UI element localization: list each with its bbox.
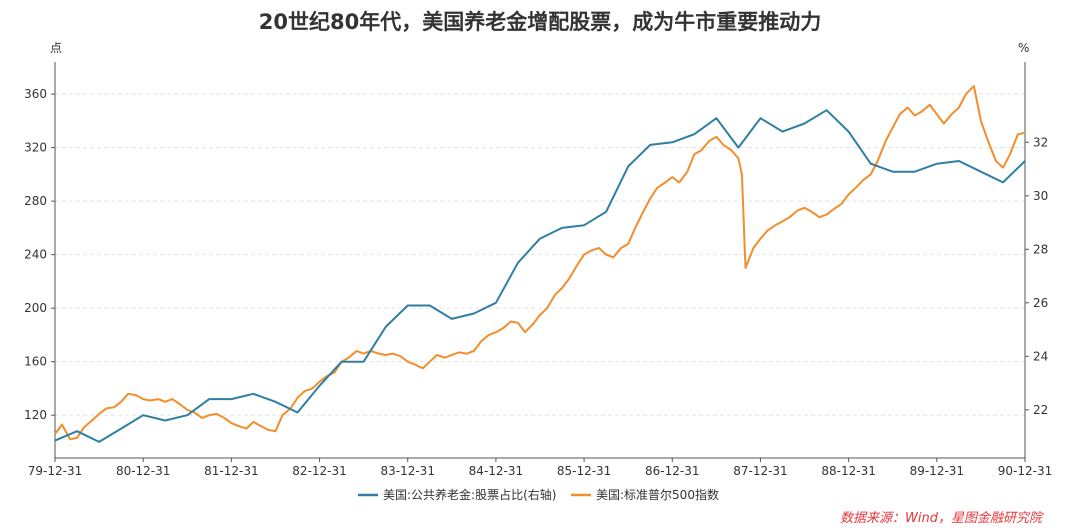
series-layer: [54, 85, 1026, 443]
right-tick-label: 24: [1033, 349, 1048, 363]
x-axis-ticks: 79-12-31 80-12-31 81-12-31 82-12-31 83-12-31…: [28, 458, 1052, 478]
right-axis-ticks: 22 24 26 28 30 32: [1025, 135, 1048, 417]
x-tick-label: 83-12-31: [380, 464, 434, 478]
x-tick-label: 85-12-31: [557, 464, 611, 478]
gridlines: [55, 93, 1025, 416]
right-tick-label: 30: [1033, 189, 1048, 203]
left-axis-unit: 点: [50, 41, 62, 55]
x-tick-label: 81-12-31: [204, 464, 258, 478]
right-tick-label: 32: [1033, 135, 1048, 149]
x-tick-label: 87-12-31: [733, 464, 787, 478]
x-tick-label: 79-12-31: [28, 464, 82, 478]
right-tick-label: 22: [1033, 403, 1048, 417]
legend-label-sp500: 美国:标准普尔500指数: [596, 487, 719, 502]
right-tick-label: 28: [1033, 242, 1048, 256]
x-tick-label: 90-12-31: [998, 464, 1052, 478]
right-tick-label: 26: [1033, 296, 1048, 310]
legend: 美国:公共养老金:股票占比(右轴) 美国:标准普尔500指数: [358, 487, 719, 502]
x-tick-label: 82-12-31: [292, 464, 346, 478]
x-tick-label: 80-12-31: [116, 464, 170, 478]
x-tick-label: 84-12-31: [469, 464, 523, 478]
series-line-pension-equity-share: [54, 109, 1026, 443]
source-note: 数据来源：Wind，星图金融研究院: [840, 511, 1042, 526]
x-tick-label: 89-12-31: [910, 464, 964, 478]
left-tick-label: 280: [24, 194, 47, 208]
chart-title: 20世纪80年代，美国养老金增配股票，成为牛市重要推动力: [258, 10, 822, 34]
series-line-sp500: [54, 85, 1026, 441]
left-tick-label: 240: [24, 248, 47, 262]
left-tick-label: 200: [24, 301, 47, 315]
x-tick-label: 86-12-31: [645, 464, 699, 478]
left-tick-label: 160: [24, 355, 47, 369]
left-axis-ticks: 120 160 200 240 280 320 360: [24, 87, 55, 422]
legend-label-pension: 美国:公共养老金:股票占比(右轴): [383, 487, 556, 502]
x-tick-label: 88-12-31: [821, 464, 875, 478]
left-tick-label: 120: [24, 408, 47, 422]
left-tick-label: 360: [24, 87, 47, 101]
right-axis-unit: %: [1018, 41, 1029, 55]
left-tick-label: 320: [24, 141, 47, 155]
